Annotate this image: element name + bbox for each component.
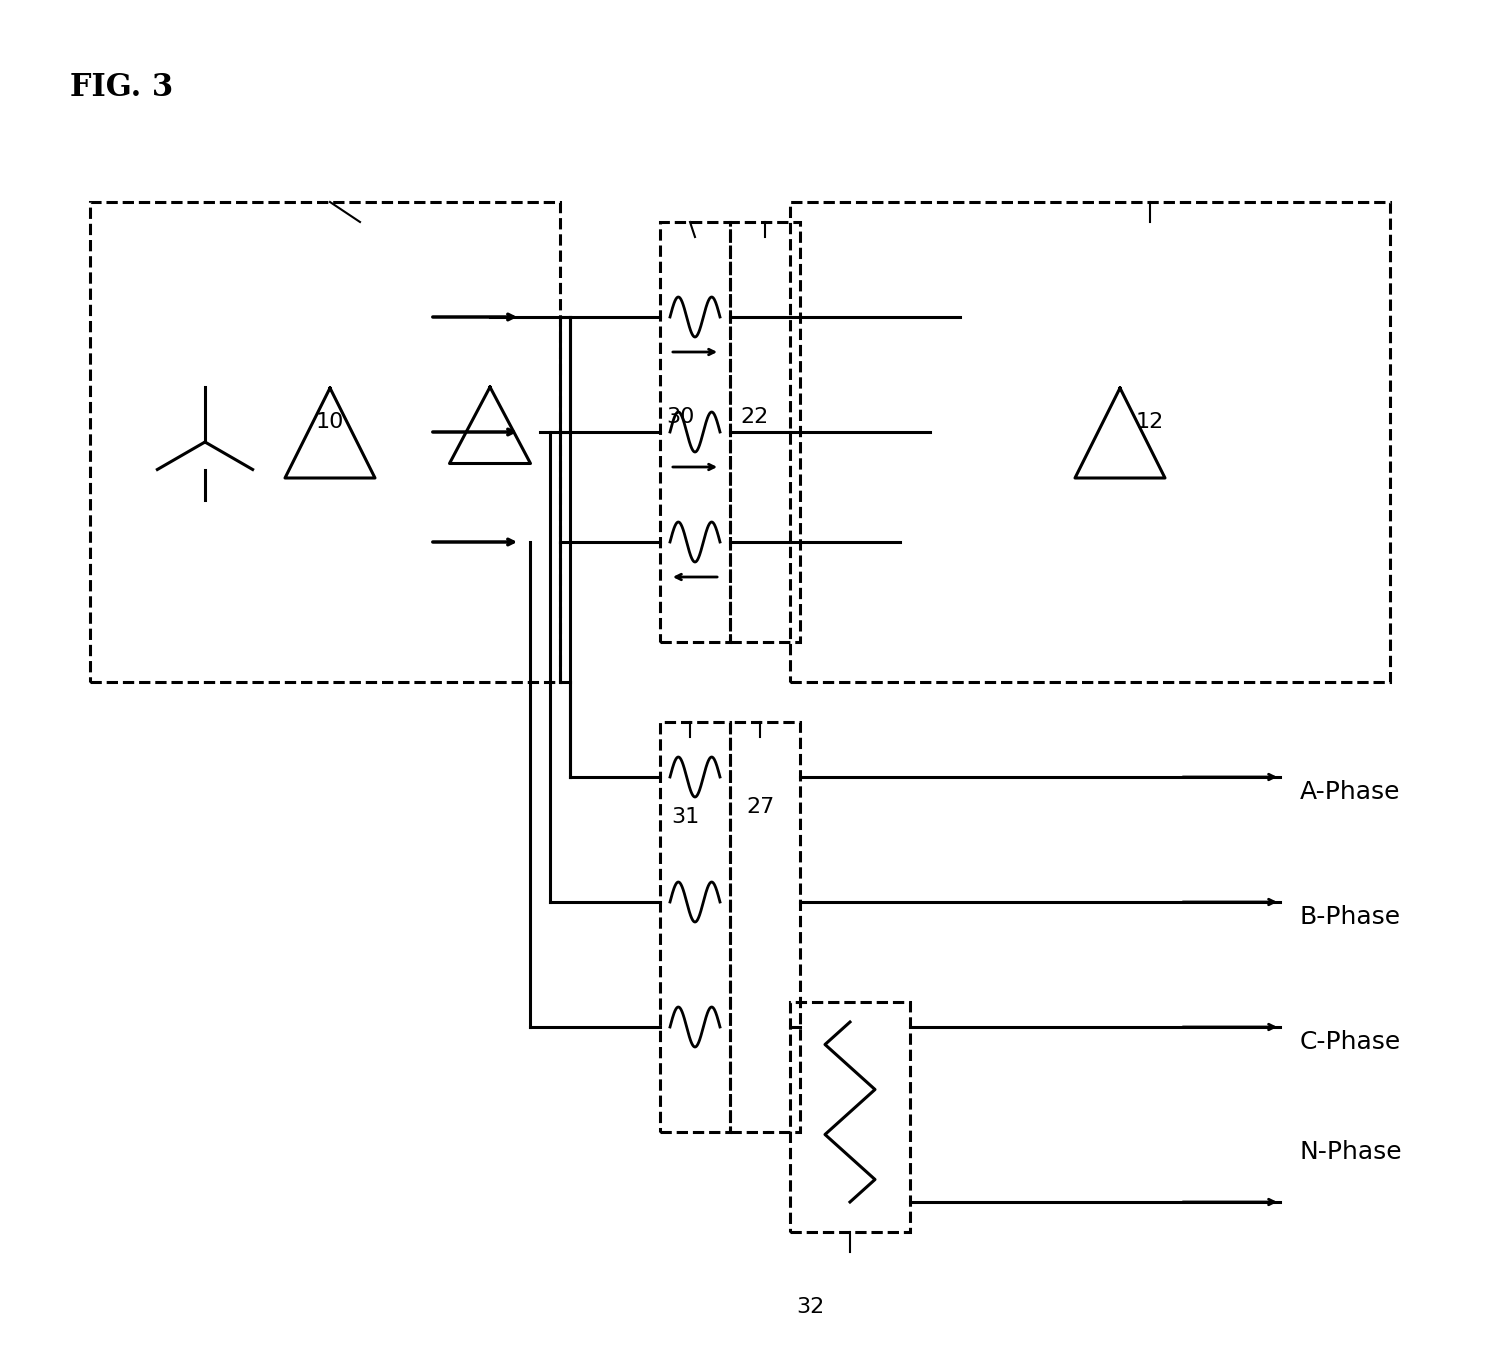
Text: 31: 31	[671, 807, 699, 827]
Text: 12: 12	[1135, 412, 1164, 433]
Text: 32: 32	[796, 1297, 824, 1317]
Text: A-Phase: A-Phase	[1301, 780, 1400, 804]
Text: 27: 27	[745, 796, 774, 817]
Text: C-Phase: C-Phase	[1301, 1030, 1402, 1055]
Text: 22: 22	[741, 407, 769, 427]
Text: FIG. 3: FIG. 3	[70, 72, 173, 103]
Text: 10: 10	[315, 412, 344, 433]
Text: 30: 30	[665, 407, 695, 427]
Text: B-Phase: B-Phase	[1301, 904, 1402, 929]
Text: N-Phase: N-Phase	[1301, 1140, 1403, 1164]
